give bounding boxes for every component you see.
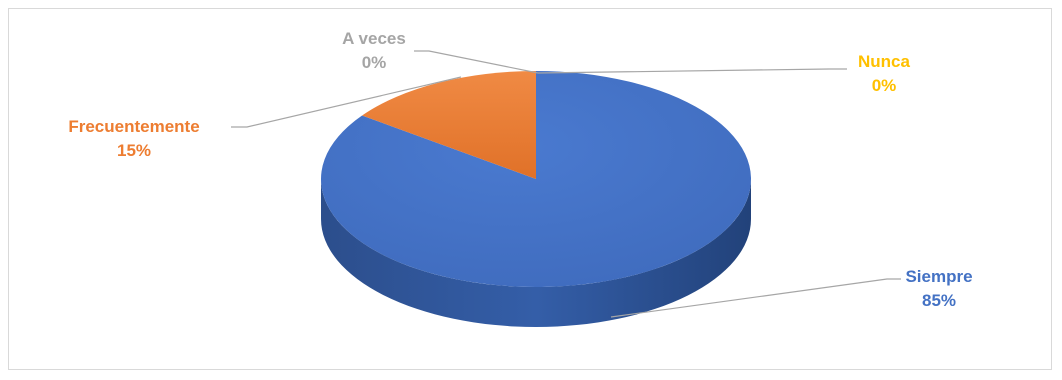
pie-slice-frecuentemente [362, 71, 536, 179]
slice-label-nunca: Nunca 0% [844, 50, 924, 98]
slice-label-a-veces: A veces 0% [324, 27, 424, 75]
slice-name-nunca: Nunca [858, 52, 910, 71]
leader-line-frecuentemente [231, 76, 462, 128]
slice-label-siempre: Siempre 85% [889, 265, 989, 313]
slice-name-a-veces: A veces [342, 29, 406, 48]
leader-line-nunca [537, 68, 847, 74]
pie-chart [231, 50, 901, 327]
slice-percent-frecuentemente: 15% [116, 141, 152, 160]
slice-name-frecuentemente: Frecuentemente [68, 117, 200, 136]
slice-percent-siempre: 85% [921, 291, 957, 310]
slice-percent-nunca: 0% [871, 76, 897, 95]
leader-line-siempre [610, 278, 901, 318]
slice-label-frecuentemente: Frecuentemente 15% [39, 115, 229, 163]
chart-area: A veces 0% Nunca 0% Frecuentemente 15% S… [8, 8, 1052, 370]
leader-line-a-veces [414, 50, 539, 74]
pie-side-wall [321, 179, 751, 327]
slice-percent-a-veces: 0% [361, 53, 387, 72]
slice-name-siempre: Siempre [905, 267, 973, 286]
